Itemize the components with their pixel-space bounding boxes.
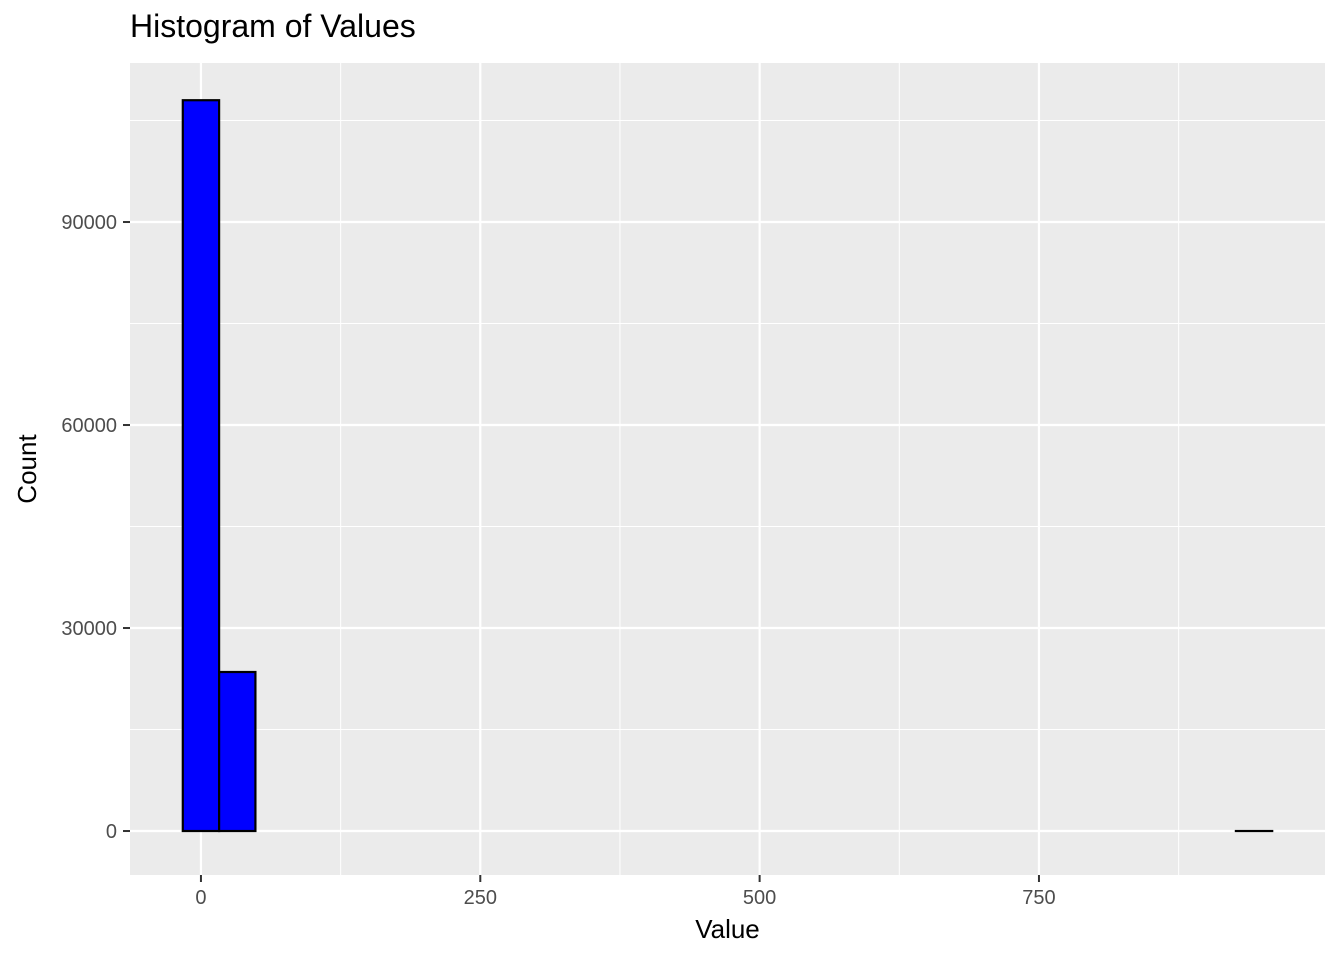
histogram-bars	[181, 99, 1274, 833]
chart-title: Histogram of Values	[130, 8, 416, 44]
plot-panel	[130, 63, 1325, 875]
x-tick-label: 750	[1022, 887, 1055, 909]
y-tick-label: 90000	[61, 212, 117, 234]
minor-gridlines	[130, 63, 1325, 875]
y-tick-label: 0	[106, 821, 117, 843]
y-tick-label: 60000	[61, 415, 117, 437]
axis-ticks	[123, 221, 1040, 882]
y-tick-label: 30000	[61, 618, 117, 640]
x-axis-title: Value	[695, 914, 760, 944]
x-tick-label: 500	[743, 887, 776, 909]
histogram-bar	[218, 670, 257, 833]
y-tick-labels: 0 30000 60000 90000	[61, 212, 117, 843]
x-tick-labels: 0 250 500 750	[195, 887, 1055, 909]
x-tick-label: 250	[464, 887, 497, 909]
histogram-bar	[181, 99, 221, 833]
x-tick-label: 0	[195, 887, 206, 909]
y-axis-title: Count	[12, 434, 42, 504]
